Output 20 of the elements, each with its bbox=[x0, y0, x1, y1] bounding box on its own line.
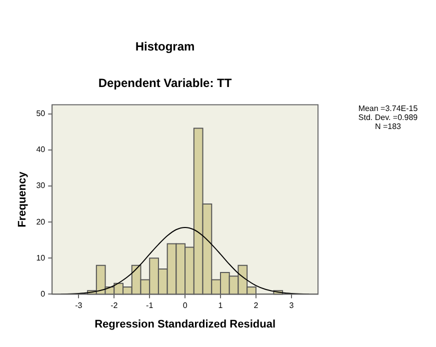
x-tick-label: -3 bbox=[75, 301, 83, 310]
x-tick-label: -2 bbox=[110, 301, 118, 310]
y-tick-label: 40 bbox=[36, 145, 46, 154]
x-tick-label: 2 bbox=[254, 301, 259, 310]
y-axis-title: Frequency bbox=[16, 170, 29, 228]
x-tick-label: 0 bbox=[182, 301, 188, 310]
text: N =183 bbox=[374, 122, 402, 131]
y-tick-label: 50 bbox=[36, 109, 46, 118]
y-tick-label: 30 bbox=[36, 181, 46, 190]
chart-subtitle: Dependent Variable: TT bbox=[98, 76, 232, 90]
text: Mean =3.74E-15 bbox=[358, 104, 418, 113]
x-axis-title: Regression Standardized Residual bbox=[94, 318, 276, 330]
x-tick-label: 3 bbox=[289, 301, 294, 310]
x-tick-label: 1 bbox=[218, 301, 224, 310]
chart-title: Histogram bbox=[135, 40, 195, 54]
y-tick-label: 10 bbox=[36, 253, 46, 262]
x-tick-label: -1 bbox=[146, 301, 154, 310]
y-tick-label: 20 bbox=[36, 217, 46, 226]
y-tick-label: 0 bbox=[40, 289, 46, 298]
text: Std. Dev. =0.989 bbox=[358, 112, 418, 122]
